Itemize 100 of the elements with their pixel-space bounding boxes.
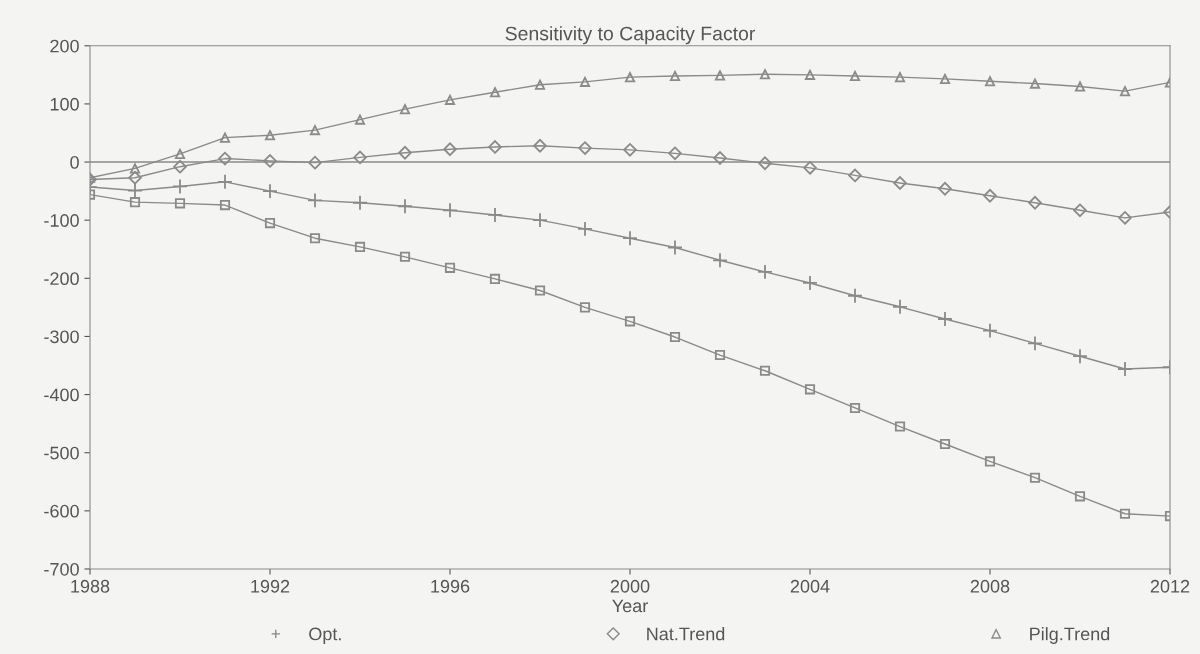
point (489, 273, 501, 284)
point (622, 230, 638, 247)
x-tick-label: 2004 (790, 579, 830, 593)
point (533, 138, 547, 153)
point (804, 69, 816, 80)
point (759, 365, 771, 376)
point (263, 154, 277, 168)
chart-title: Sensitivity to Capacity Factor (505, 26, 756, 45)
point (982, 322, 998, 339)
point (1027, 335, 1043, 352)
point (174, 148, 186, 159)
point (1118, 211, 1132, 225)
point (444, 262, 456, 273)
point (264, 218, 276, 229)
point (668, 146, 682, 161)
point (984, 76, 996, 87)
point (262, 183, 278, 199)
point (309, 233, 321, 244)
y-tick-label: -100 (44, 214, 79, 227)
point (129, 163, 141, 174)
point (1119, 86, 1131, 97)
point (848, 168, 862, 183)
point (1119, 508, 1131, 519)
point (757, 264, 773, 280)
y-tick-label: -700 (44, 562, 79, 576)
point (534, 285, 546, 296)
point (397, 198, 413, 215)
point (623, 143, 637, 157)
point (218, 151, 232, 166)
point (803, 161, 817, 175)
point (937, 311, 953, 327)
point (579, 76, 591, 87)
point (893, 176, 907, 190)
point (534, 79, 546, 90)
legend-label: Nat.Trend (647, 627, 725, 641)
y-tick-label: -400 (44, 388, 79, 402)
point (894, 72, 906, 83)
x-tick-label: 2012 (1150, 579, 1190, 593)
point (219, 132, 231, 143)
point (1074, 81, 1086, 92)
x-axis-title: Year (612, 599, 648, 613)
point (714, 70, 726, 81)
y-tick-label: -300 (44, 330, 79, 344)
point (352, 194, 368, 211)
point (667, 239, 683, 256)
point (849, 402, 861, 414)
point (173, 159, 187, 174)
point (532, 212, 548, 229)
point (174, 198, 186, 209)
point (1029, 78, 1041, 89)
y-tick-label: -500 (44, 446, 79, 460)
point (984, 456, 996, 467)
y-tick-label: 100 (50, 97, 79, 111)
point (849, 70, 861, 82)
point (444, 94, 456, 105)
point (308, 155, 322, 170)
point (399, 251, 411, 262)
point (624, 72, 636, 83)
point (1117, 361, 1133, 377)
point (939, 438, 951, 450)
x-tick-label: 2008 (970, 579, 1010, 593)
point (804, 384, 816, 395)
point (309, 125, 321, 136)
point (399, 104, 411, 115)
point (669, 331, 681, 343)
point (217, 173, 233, 190)
point (354, 241, 366, 252)
point (669, 70, 681, 82)
point (624, 316, 636, 327)
point (714, 349, 726, 361)
point (127, 182, 143, 199)
point (489, 87, 501, 98)
point (713, 151, 727, 165)
point (938, 181, 952, 196)
point (172, 178, 188, 195)
point (354, 114, 366, 125)
point (129, 197, 141, 208)
point (1028, 195, 1042, 210)
x-tick-label: 1988 (71, 579, 110, 593)
point (488, 140, 502, 154)
point (578, 141, 592, 155)
point (758, 156, 772, 171)
point (398, 145, 412, 160)
point (939, 73, 951, 84)
point (847, 287, 863, 304)
x-tick-label: 1996 (431, 579, 470, 593)
point (128, 170, 142, 185)
point (802, 275, 818, 291)
point (264, 130, 276, 141)
point (759, 69, 771, 80)
point (1074, 491, 1086, 502)
x-tick-label: 2000 (610, 579, 650, 593)
point (712, 252, 728, 269)
point (443, 142, 457, 157)
point (307, 192, 323, 209)
point (577, 221, 593, 237)
legend-label: Opt. (309, 627, 341, 644)
point (353, 150, 367, 165)
y-tick-label: 0 (70, 155, 79, 169)
y-tick-label: -200 (44, 272, 79, 286)
